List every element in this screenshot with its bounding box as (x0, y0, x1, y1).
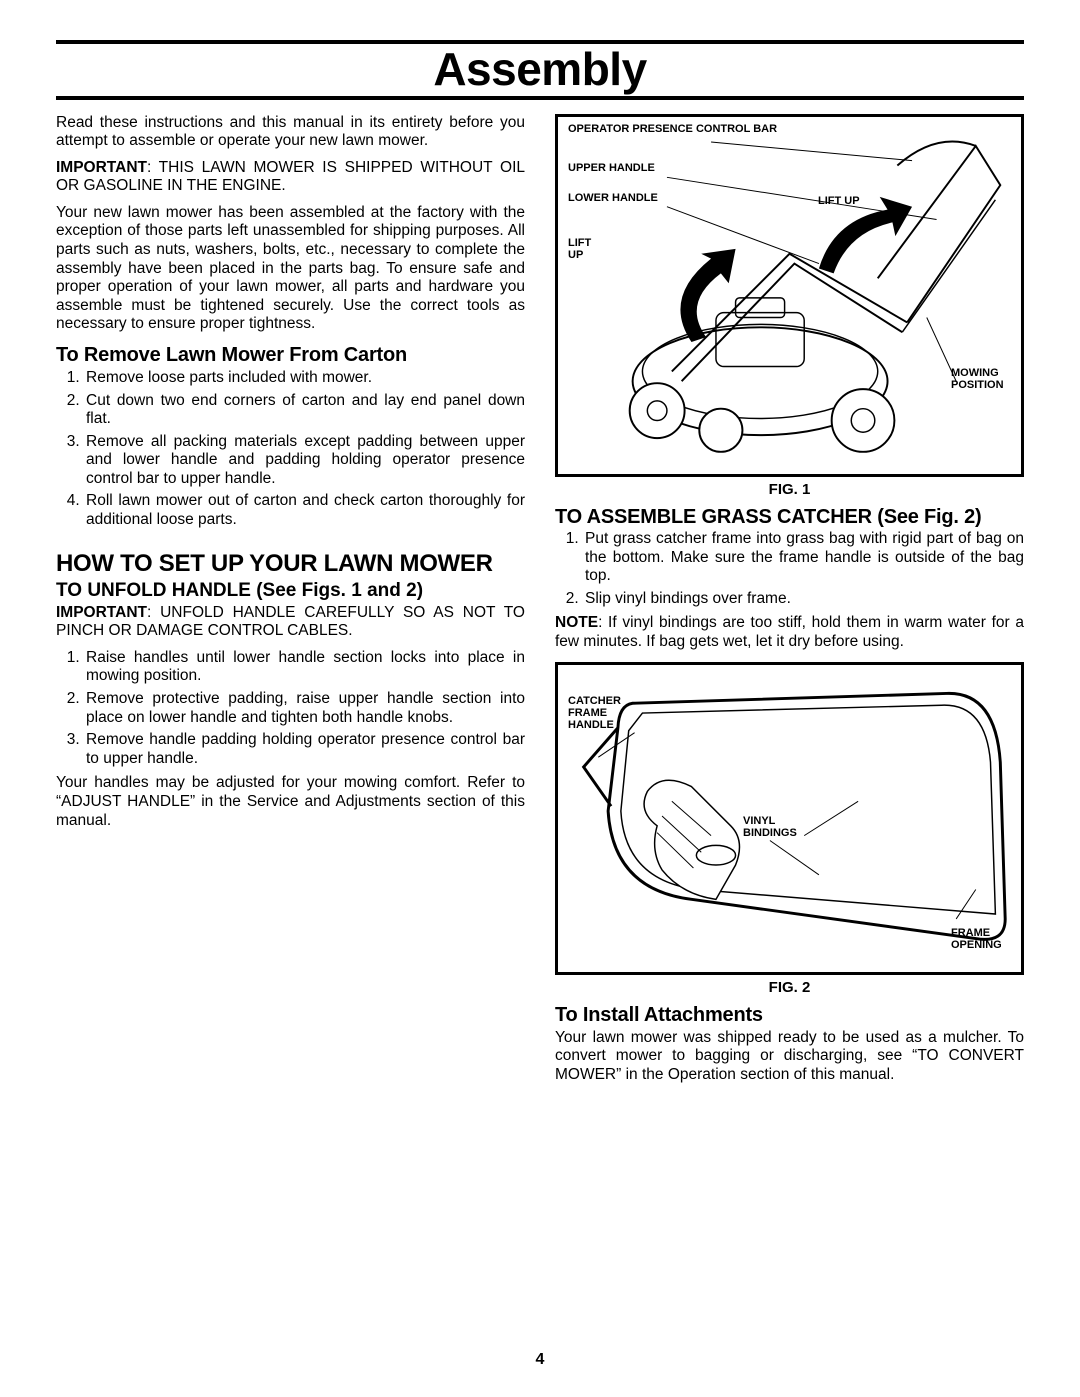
heading-how-to-set-up: HOW TO SET UP YOUR LAWN MOWER (56, 550, 525, 578)
figure-1-box: OPERATOR PRESENCE CONTROL BAR UPPER HAND… (555, 114, 1024, 477)
grass-step-1: Put grass catcher frame into grass bag w… (583, 530, 1024, 586)
grass-note-label: NOTE (555, 614, 598, 631)
content-columns: Read these instructions and this manual … (56, 114, 1024, 1094)
fig1-label-upper: UPPER HANDLE (568, 162, 655, 174)
unfold-after-paragraph: Your handles may be adjusted for your mo… (56, 774, 525, 830)
remove-step-4: Roll lawn mower out of carton and check … (84, 492, 525, 529)
remove-steps-list: Remove loose parts included with mower. … (56, 369, 525, 530)
figure-2-caption: FIG. 2 (555, 979, 1024, 996)
fig2-label-frame: FRAME OPENING (951, 927, 1011, 951)
remove-step-2: Cut down two end corners of carton and l… (84, 392, 525, 429)
unfold-step-3: Remove handle padding holding operator p… (84, 731, 525, 768)
fig1-label-lower: LOWER HANDLE (568, 192, 658, 204)
heading-install-attachments: To Install Attachments (555, 1004, 1024, 1027)
grass-step-2: Slip vinyl bindings over frame. (583, 590, 1024, 609)
grass-note: NOTE: If vinyl bindings are too stiff, h… (555, 614, 1024, 651)
fig1-label-liftup-left: LIFT UP (568, 237, 598, 261)
intro-paragraph: Read these instructions and this manual … (56, 114, 525, 151)
unfold-step-2: Remove protective padding, raise upper h… (84, 690, 525, 727)
unfold-steps-list: Raise handles until lower handle section… (56, 649, 525, 769)
page-title: Assembly (56, 44, 1024, 96)
title-rule-bot (56, 96, 1024, 100)
install-attachments-paragraph: Your lawn mower was shipped ready to be … (555, 1029, 1024, 1085)
factory-assembly-paragraph: Your new lawn mower has been assembled a… (56, 204, 525, 334)
fig2-label-catcher: CATCHER FRAME HANDLE (568, 695, 632, 731)
grass-steps-list: Put grass catcher frame into grass bag w… (555, 530, 1024, 608)
fig1-label-opc-text: OPERATOR PRESENCE CONTROL BAR (568, 123, 777, 135)
figure-1-caption: FIG. 1 (555, 481, 1024, 498)
important-label: IMPORTANT (56, 159, 147, 176)
remove-step-1: Remove loose parts included with mower. (84, 369, 525, 388)
important-unfold: IMPORTANT: UNFOLD HANDLE CAREFULLY SO AS… (56, 604, 525, 641)
grass-note-text: : If vinyl bindings are too stiff, hold … (555, 614, 1024, 650)
important-unfold-label: IMPORTANT (56, 604, 147, 621)
fig1-label-mowpos: MOWING POSITION (951, 367, 1011, 391)
heading-unfold-handle: TO UNFOLD HANDLE (See Figs. 1 and 2) (56, 580, 525, 602)
right-column: OPERATOR PRESENCE CONTROL BAR UPPER HAND… (555, 114, 1024, 1094)
fig2-label-vinyl: VINYL BINDINGS (743, 815, 803, 839)
heading-assemble-grass-catcher: TO ASSEMBLE GRASS CATCHER (See Fig. 2) (555, 506, 1024, 528)
heading-remove-from-carton: To Remove Lawn Mower From Carton (56, 344, 525, 367)
fig1-label-liftup-right: LIFT UP (818, 195, 860, 207)
important-shipped: IMPORTANT: THIS LAWN MOWER IS SHIPPED WI… (56, 159, 525, 196)
figure-2-box: CATCHER FRAME HANDLE VINYL BINDINGS FRAM… (555, 662, 1024, 975)
remove-step-3: Remove all packing materials except padd… (84, 433, 525, 489)
fig1-label-opc: OPERATOR PRESENCE CONTROL BAR (568, 123, 777, 135)
left-column: Read these instructions and this manual … (56, 114, 525, 1094)
page-number: 4 (0, 1351, 1080, 1369)
unfold-step-1: Raise handles until lower handle section… (84, 649, 525, 686)
